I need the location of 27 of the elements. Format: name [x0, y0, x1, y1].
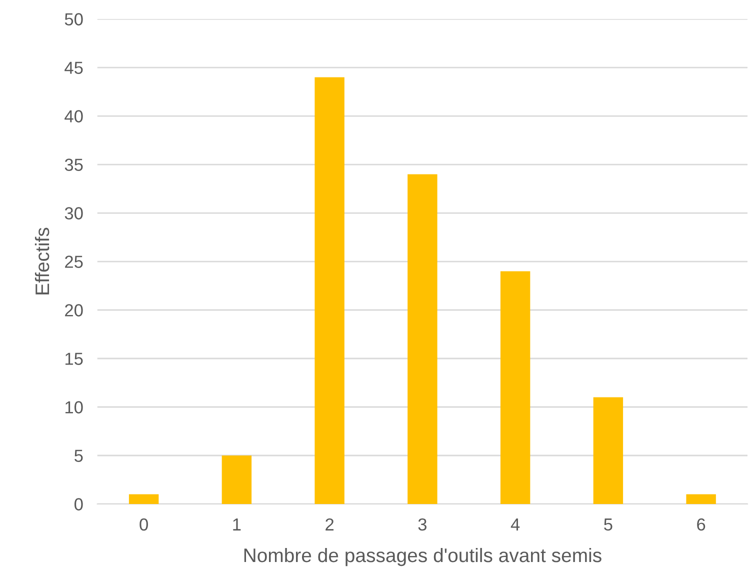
x-tick-label: 1	[233, 518, 241, 530]
y-tick-label: 35	[64, 158, 83, 171]
y-tick-label: 40	[64, 110, 83, 122]
x-tick-label: 0	[140, 518, 148, 531]
bar	[686, 494, 716, 504]
y-tick-label: 50	[64, 13, 83, 26]
bar	[128, 494, 159, 504]
y-tick-label: 0	[74, 498, 83, 510]
y-tick-label: 30	[64, 207, 83, 220]
y-tick-label: 10	[65, 401, 83, 414]
bar	[222, 456, 252, 504]
y-tick-label: 45	[64, 62, 83, 74]
x-axis-title: Nombre de passages d'outils avant semis	[244, 548, 602, 566]
x-tick-label: 3	[418, 518, 426, 531]
x-tick-label: 2	[326, 518, 334, 530]
y-tick-label: 25	[65, 256, 83, 268]
y-tick-label: 20	[65, 304, 83, 316]
x-tick-label: 6	[697, 518, 706, 531]
bar	[593, 397, 624, 504]
bar	[314, 77, 344, 504]
x-tick-label: 5	[604, 518, 612, 531]
x-tick-label: 4	[510, 518, 520, 530]
y-tick-label: 5	[74, 450, 83, 462]
y-tick-label: 15	[65, 352, 83, 365]
bar	[500, 271, 530, 504]
bar	[408, 174, 438, 504]
y-axis-title: Effectifs	[34, 228, 50, 294]
